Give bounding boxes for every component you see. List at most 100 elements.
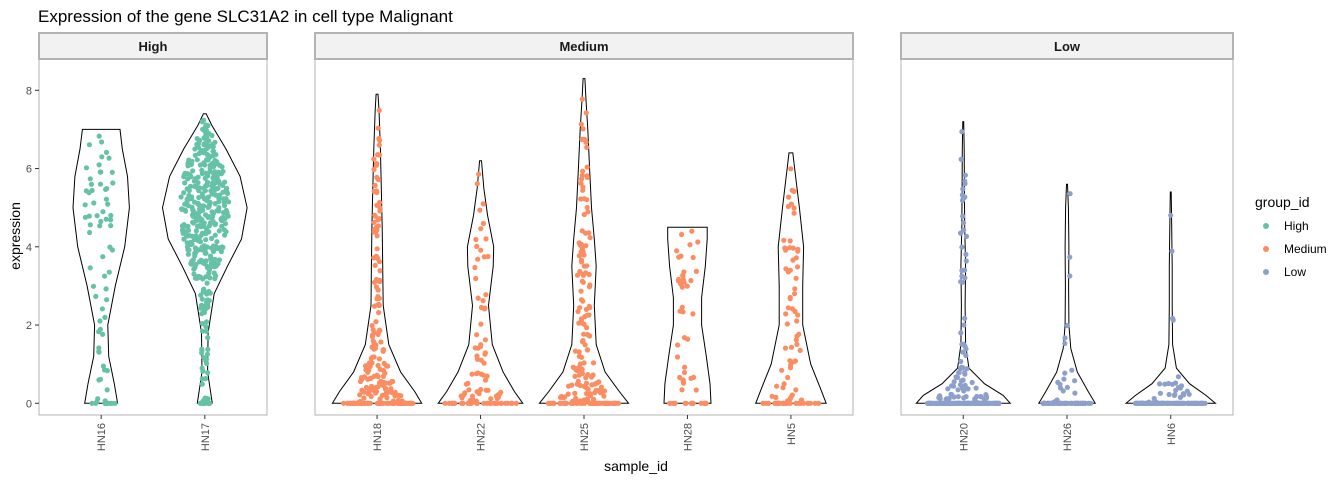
data-point — [961, 227, 967, 233]
data-point — [1176, 400, 1182, 406]
data-point — [583, 139, 589, 145]
points-hn28 — [667, 228, 709, 406]
data-point — [103, 149, 110, 155]
data-point — [474, 332, 480, 338]
data-point — [376, 310, 382, 316]
data-point — [960, 220, 967, 226]
data-point — [104, 368, 110, 374]
data-point — [93, 293, 99, 299]
data-point — [100, 331, 106, 337]
legend-title: group_id — [1255, 194, 1310, 210]
data-point — [792, 308, 798, 314]
data-point — [108, 212, 114, 219]
data-point — [1180, 391, 1186, 397]
data-point — [584, 164, 590, 170]
data-point — [781, 237, 787, 243]
data-point — [96, 162, 102, 168]
violin-hn17: HN17 — [161, 113, 248, 451]
violin-shape — [437, 160, 524, 404]
data-point — [964, 400, 970, 406]
points-hn26 — [1040, 191, 1094, 406]
data-point — [679, 231, 685, 238]
data-point — [783, 247, 789, 253]
data-point — [587, 305, 593, 311]
violin-hn6: HN6 — [1124, 191, 1217, 445]
data-point — [466, 387, 472, 393]
data-point — [98, 218, 104, 225]
data-point — [986, 400, 992, 406]
data-point — [1064, 322, 1070, 329]
data-point — [807, 400, 814, 406]
data-point — [1166, 391, 1172, 398]
data-point — [83, 188, 89, 194]
data-point — [374, 233, 380, 239]
data-point — [785, 374, 791, 381]
data-point — [584, 204, 590, 211]
points-hn25 — [545, 96, 622, 406]
data-point — [579, 172, 585, 178]
data-point — [1177, 394, 1183, 400]
data-point — [575, 308, 581, 315]
data-point — [783, 311, 789, 317]
violin-hn25: HN25 — [538, 78, 630, 451]
data-point — [765, 400, 772, 406]
data-point — [102, 314, 108, 320]
legend-key-medium — [1263, 246, 1269, 252]
data-point — [96, 348, 102, 355]
data-point — [789, 187, 795, 193]
violin-hn20: HN20 — [915, 121, 1012, 451]
data-point — [104, 387, 110, 393]
data-point — [785, 269, 791, 275]
data-point — [395, 397, 401, 403]
data-point — [373, 224, 379, 230]
data-point — [960, 349, 966, 355]
data-point — [959, 273, 965, 279]
data-point — [380, 400, 386, 406]
data-point — [382, 370, 388, 376]
data-point — [962, 315, 968, 321]
data-point — [674, 354, 681, 360]
data-point — [1140, 400, 1147, 406]
data-point — [1072, 390, 1078, 396]
data-point — [583, 230, 589, 236]
data-point — [371, 255, 377, 261]
violin-shape — [663, 226, 712, 404]
data-point — [407, 400, 413, 406]
data-point — [368, 355, 374, 361]
data-point — [188, 239, 194, 245]
violin-shape — [331, 93, 423, 404]
data-point — [580, 168, 586, 174]
x-tick-label: HN18 — [372, 423, 384, 451]
data-point — [198, 224, 204, 230]
data-point — [577, 361, 583, 367]
data-point — [779, 367, 785, 373]
data-point — [674, 248, 680, 254]
data-point — [460, 400, 466, 406]
data-point — [473, 275, 479, 282]
y-tick-label: 0 — [26, 398, 32, 410]
data-point — [687, 242, 693, 248]
data-point — [1067, 273, 1073, 279]
data-point — [790, 257, 796, 263]
data-point — [82, 202, 88, 208]
x-tick-label: HN22 — [476, 423, 488, 451]
data-point — [1041, 400, 1047, 406]
data-point — [577, 382, 583, 389]
data-point — [588, 374, 595, 380]
data-point — [963, 394, 969, 400]
x-tick-label: HN5 — [786, 423, 798, 445]
data-point — [214, 239, 220, 245]
data-point — [100, 209, 106, 215]
data-point — [580, 187, 586, 193]
data-point — [794, 264, 801, 270]
data-point — [375, 362, 381, 369]
data-point — [584, 347, 591, 353]
data-point — [110, 180, 116, 186]
data-point — [183, 208, 189, 214]
data-point — [931, 400, 937, 406]
data-point — [371, 166, 377, 173]
data-point — [452, 400, 458, 406]
data-point — [96, 377, 102, 383]
data-point — [777, 400, 783, 406]
